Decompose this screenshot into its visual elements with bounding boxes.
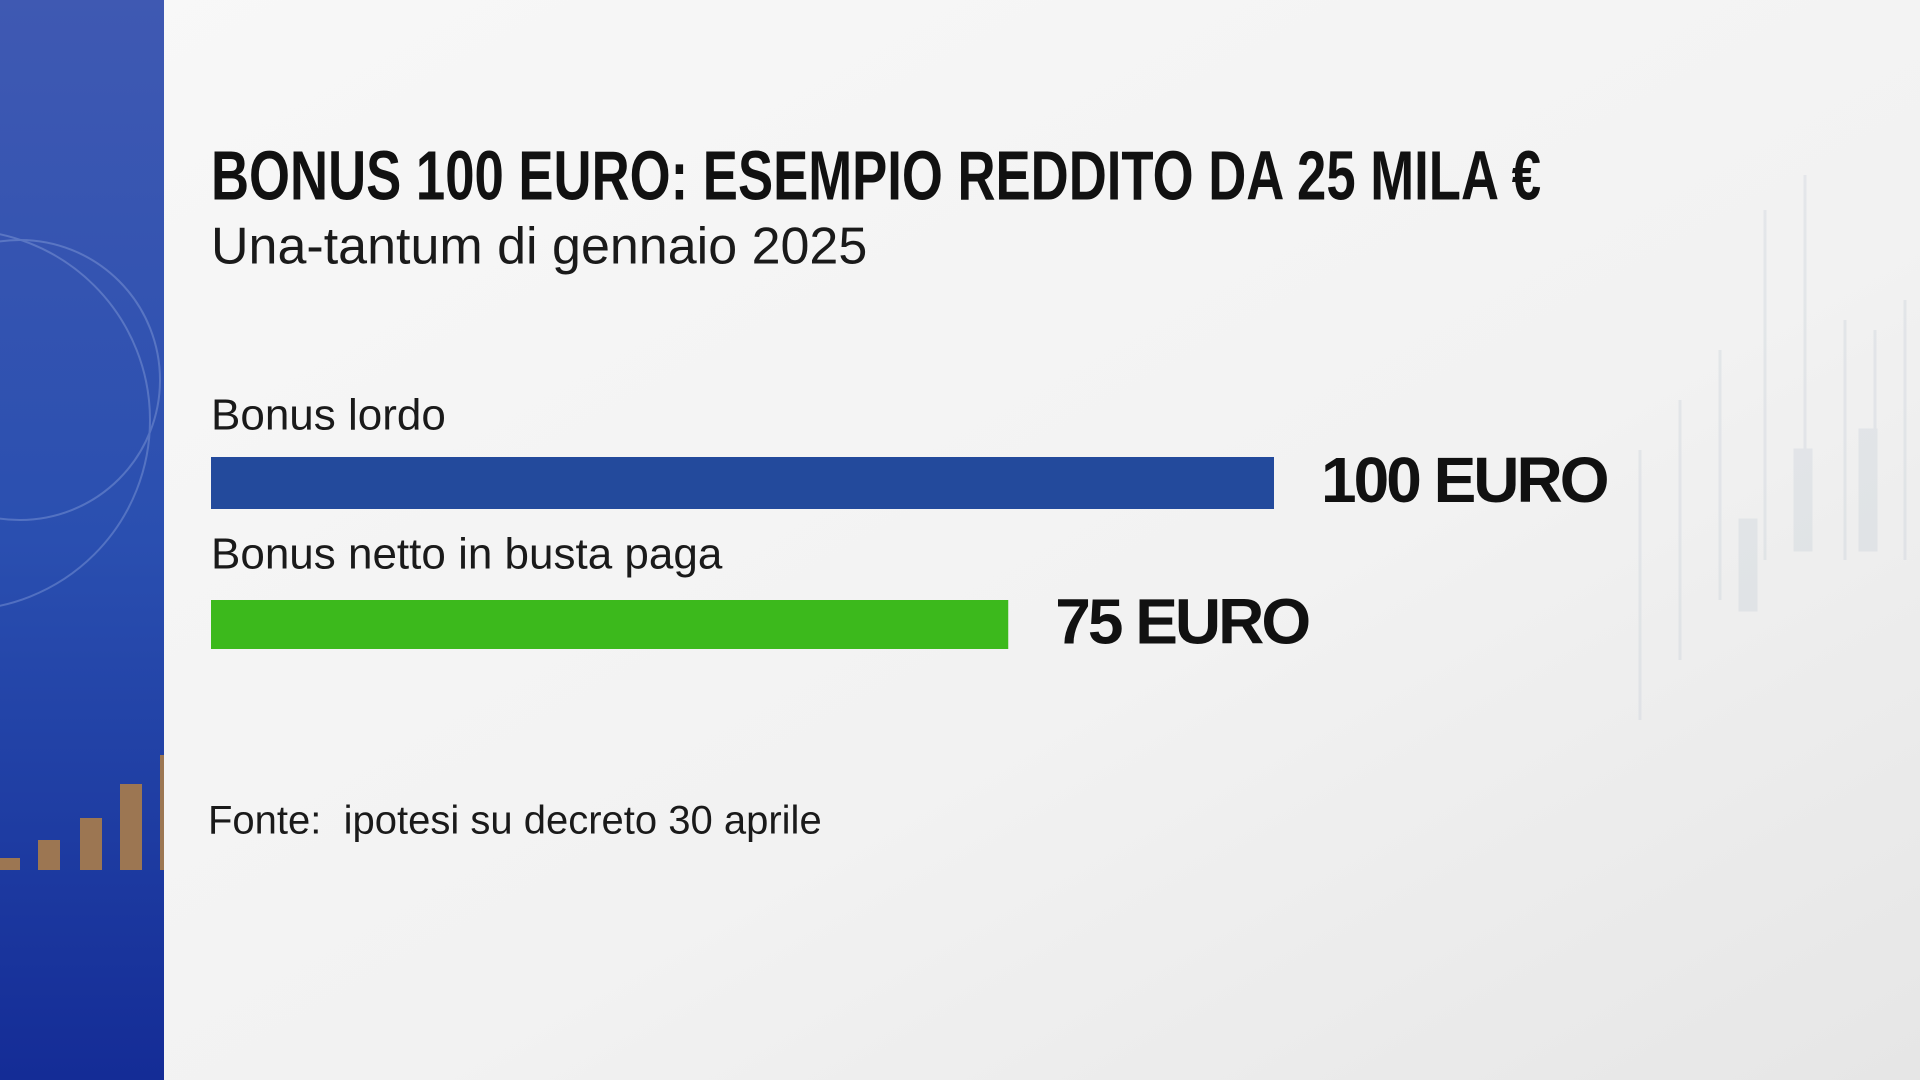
value-label: 75 EURO: [1055, 585, 1309, 657]
source-note: Fonte: ipotesi su decreto 30 aprile: [208, 799, 822, 843]
category-label: Bonus lordo: [211, 391, 446, 440]
chart-subtitle: Una-tantum di gennaio 2025: [211, 218, 867, 276]
side-bars: [0, 755, 164, 870]
category-label: Bonus netto in busta paga: [211, 530, 723, 579]
side-decor: [0, 233, 161, 607]
side-panel: [0, 0, 164, 1080]
chart-title: BONUS 100 EURO: ESEMPIO REDDITO DA 25 MI…: [211, 136, 1541, 214]
bar: [211, 457, 1274, 509]
bar: [211, 600, 1009, 649]
decor-candles: [1638, 175, 1907, 720]
value-label: 100 EURO: [1321, 444, 1608, 516]
